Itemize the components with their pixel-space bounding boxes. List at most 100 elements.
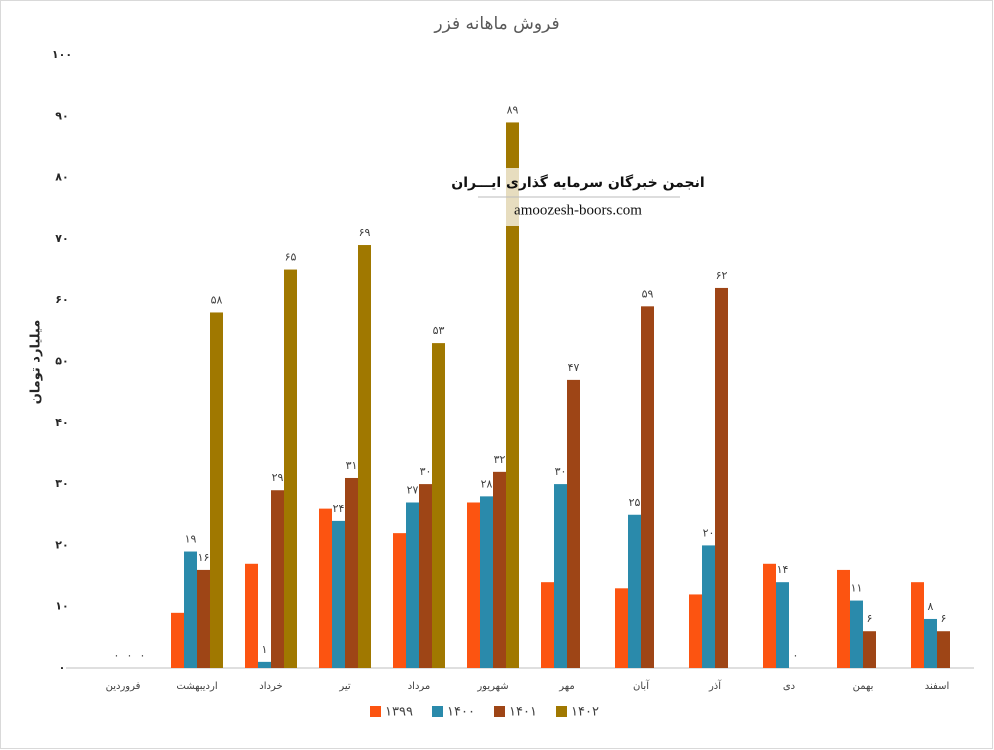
value-label: ۱۱: [851, 582, 863, 595]
bar: [184, 551, 197, 668]
value-label: ۱: [262, 643, 268, 656]
bar: [911, 582, 924, 668]
x-tick-label: دی: [783, 681, 795, 692]
bar: [837, 569, 850, 668]
bar: [641, 306, 654, 668]
y-tick-label: ۰: [59, 661, 66, 674]
bar: [776, 582, 789, 668]
y-tick-label: ۳۰: [55, 477, 68, 490]
value-label: ۳۰: [555, 465, 567, 478]
value-label: ۶۹: [359, 226, 371, 239]
bar: [393, 533, 406, 668]
y-tick-label: ۱۰: [55, 600, 68, 613]
watermark-url: amoozesh-boors.com: [514, 202, 642, 218]
value-label: ۲۰: [703, 526, 715, 539]
y-axis-title: میلیارد تومان: [29, 320, 44, 405]
x-tick-label: آبان: [633, 679, 650, 692]
bar: [419, 484, 432, 668]
bar: [850, 600, 863, 668]
bar: [332, 520, 345, 668]
bar: [863, 631, 876, 668]
legend-swatch: [494, 706, 505, 717]
value-label: ۳۱: [346, 459, 358, 472]
bar: [406, 502, 419, 668]
bar: [763, 563, 776, 668]
bar: [245, 563, 258, 668]
bar: [689, 594, 702, 668]
x-tick-label: آذر: [708, 679, 722, 692]
value-label: ۲۷: [407, 483, 419, 496]
y-tick-label: ۱۰۰: [52, 48, 72, 61]
x-tick-label: خرداد: [259, 681, 282, 692]
bar: [284, 269, 297, 668]
bar: [541, 582, 554, 668]
watermark-title: انجمن خبرگان سرمایه گذاری ایـــران: [451, 174, 704, 191]
y-tick-label: ۶۰: [55, 293, 68, 306]
value-label: ۱۴: [777, 563, 789, 576]
value-label: ۰: [140, 649, 146, 662]
value-label: ۲۴: [333, 502, 345, 515]
value-label: ۱۹: [185, 533, 197, 546]
legend-label: ۱۳۹۹: [385, 705, 413, 720]
value-label: ۸۹: [507, 103, 519, 116]
value-label: ۶۲: [716, 269, 728, 282]
bar: [171, 612, 184, 668]
value-label: ۶۵: [285, 251, 297, 264]
bar: [358, 245, 371, 668]
x-tick-label: اردیبهشت: [176, 681, 217, 692]
y-tick-label: ۷۰: [55, 232, 68, 245]
bar: [937, 631, 950, 668]
value-label: ۸: [928, 600, 934, 613]
bar: [702, 545, 715, 668]
value-label: ۴۷: [568, 361, 580, 374]
bar: [567, 379, 580, 668]
y-tick-label: ۴۰: [55, 416, 68, 429]
value-label: ۳۰: [420, 465, 432, 478]
chart-title: فروش ماهانه فزر: [433, 14, 559, 34]
bar: [615, 588, 628, 668]
y-tick-label: ۲۰: [55, 538, 68, 551]
bar: [924, 618, 937, 668]
legend: ۱۳۹۹ ۱۴۰۰ ۱۴۰۱ ۱۴۰۲: [370, 705, 599, 720]
value-label: ۲۵: [629, 496, 641, 509]
bar: [628, 514, 641, 668]
value-label: ۲۸: [481, 477, 493, 490]
x-tick-label: مرداد: [408, 681, 431, 692]
value-label: ۰: [127, 649, 133, 662]
legend-swatch: [370, 706, 381, 717]
bar: [432, 343, 445, 668]
value-label: ۶: [941, 612, 947, 625]
bar: [480, 496, 493, 668]
x-tick-label: فروردین: [106, 681, 141, 692]
bar: [271, 490, 284, 668]
bar: [467, 502, 480, 668]
x-tick-label: شهریور: [476, 681, 508, 692]
y-tick-label: ۵۰: [55, 355, 68, 368]
value-label: ۱۶: [198, 551, 210, 564]
legend-label: ۱۴۰۲: [571, 705, 599, 720]
x-tick-label: تیر: [338, 681, 351, 692]
value-label: ۰: [793, 649, 799, 662]
value-label: ۵۸: [211, 293, 223, 306]
bar: [319, 508, 332, 668]
value-label: ۶: [867, 612, 873, 625]
bar: [506, 122, 519, 669]
x-tick-label: بهمن: [853, 681, 874, 692]
legend-swatch: [432, 706, 443, 717]
value-label: ۲۹: [272, 471, 284, 484]
bar: [554, 484, 567, 668]
value-label: ۵۳: [433, 324, 445, 337]
bar: [345, 477, 358, 668]
legend-label: ۱۴۰۰: [447, 705, 475, 720]
legend-label: ۱۴۰۱: [509, 705, 537, 720]
legend-swatch: [556, 706, 567, 717]
y-tick-label: ۹۰: [55, 109, 68, 122]
bar: [258, 661, 271, 668]
x-tick-label: اسفند: [925, 681, 949, 692]
x-tick-label: مهر: [558, 681, 574, 692]
bar: [493, 471, 506, 668]
bar: [210, 312, 223, 668]
value-label: ۵۹: [642, 287, 654, 300]
